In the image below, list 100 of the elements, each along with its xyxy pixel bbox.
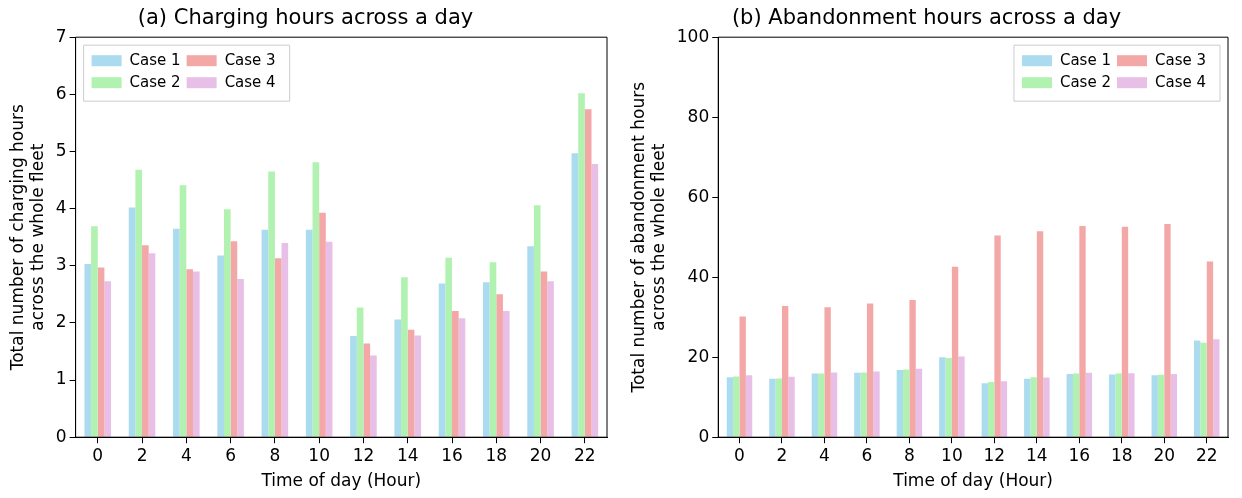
- bar: [726, 377, 734, 437]
- x-tick-label: 8: [269, 444, 281, 465]
- bar: [173, 228, 180, 437]
- bar: [223, 209, 231, 437]
- x-tick-label: 2: [776, 444, 788, 465]
- x-tick-label: 2: [136, 444, 148, 465]
- bar: [1066, 374, 1073, 437]
- bar: [502, 310, 510, 437]
- bar: [873, 371, 880, 437]
- bar: [261, 229, 269, 437]
- x-tick-label: 6: [225, 444, 237, 465]
- bar: [578, 93, 585, 437]
- y-tick-label: 7: [55, 25, 67, 46]
- bar: [1115, 373, 1122, 437]
- x-tick-label: 18: [1110, 444, 1133, 465]
- x-tick-label: 14: [396, 444, 419, 465]
- y-tick-label: 20: [687, 345, 710, 366]
- bar: [1151, 375, 1158, 437]
- bar: [458, 318, 466, 437]
- x-tick-label: 22: [574, 444, 596, 465]
- bar: [1206, 261, 1214, 437]
- bar: [1036, 231, 1044, 437]
- bar: [489, 262, 497, 437]
- bar: [179, 185, 187, 437]
- bar: [533, 205, 541, 437]
- x-tick-label: 4: [819, 444, 830, 465]
- x-tick-label: 14: [1026, 444, 1048, 465]
- x-axis-title: Time of day (Hour): [260, 470, 422, 491]
- y-axis-title: Total number of charging hours across the whole fleet: [6, 103, 48, 372]
- bar: [394, 319, 402, 437]
- bar: [1072, 373, 1080, 437]
- x-tick-label: 0: [92, 444, 104, 465]
- x-tick-label: 12: [352, 444, 375, 465]
- bar: [230, 241, 238, 437]
- bar: [1079, 226, 1086, 437]
- bar: [824, 307, 831, 437]
- bar: [584, 109, 592, 437]
- bar: [769, 378, 776, 437]
- bar: [547, 281, 554, 437]
- bar: [909, 300, 916, 437]
- bar: [217, 255, 224, 437]
- bar: [860, 372, 867, 437]
- bar: [496, 294, 503, 437]
- bar: [818, 373, 825, 437]
- bar: [951, 266, 959, 437]
- bar: [186, 269, 193, 437]
- legend-label: Case 1: [129, 51, 181, 70]
- y-tick-label: 80: [687, 105, 710, 126]
- bar: [363, 343, 371, 437]
- bar: [1030, 377, 1037, 437]
- bar: [1200, 342, 1207, 437]
- bar: [945, 358, 952, 437]
- x-tick-label: 18: [485, 444, 508, 465]
- bar: [350, 336, 357, 437]
- y-tick-label: 0: [698, 425, 710, 446]
- x-tick-label: 0: [734, 444, 745, 465]
- bar: [268, 171, 275, 437]
- bar: [1109, 374, 1116, 437]
- bar: [97, 267, 105, 437]
- y-axis-title: Total number of abandonment hours across the whole fleet: [627, 81, 669, 394]
- bar: [1085, 372, 1093, 437]
- x-axis-title: Time of day (Hour): [892, 470, 1053, 491]
- bar: [830, 372, 838, 437]
- y-tick-label: 1: [55, 368, 67, 389]
- x-tick-label: 10: [308, 444, 330, 465]
- y-tick-label: 3: [55, 254, 67, 275]
- legend-label: Case 2: [129, 73, 181, 92]
- x-tick-label: 8: [903, 444, 915, 465]
- bar: [407, 329, 415, 437]
- x-tick-label: 6: [861, 444, 873, 465]
- bar: [781, 306, 789, 437]
- legend-label: Case 3: [224, 51, 276, 70]
- bar: [591, 164, 599, 437]
- bar: [1157, 374, 1165, 437]
- bar: [1000, 381, 1008, 437]
- bar: [192, 271, 200, 437]
- bar: [142, 245, 149, 437]
- x-tick-label: 20: [1153, 444, 1176, 465]
- bar: [1128, 373, 1135, 437]
- x-tick-label: 12: [983, 444, 1006, 465]
- bar: [445, 257, 453, 437]
- bar: [319, 212, 326, 437]
- bar: [571, 153, 579, 437]
- bar: [237, 278, 244, 437]
- bar: [135, 169, 143, 437]
- bar: [452, 310, 459, 437]
- bar: [84, 264, 92, 437]
- y-tick-label: 60: [687, 185, 710, 206]
- bar: [903, 369, 910, 437]
- bar: [987, 382, 995, 437]
- bar: [148, 253, 156, 437]
- legend-label: Case 4: [1154, 73, 1207, 92]
- y-tick-label: 0: [55, 425, 67, 446]
- bar: [527, 246, 534, 437]
- bar: [854, 372, 861, 437]
- bar: [733, 376, 740, 437]
- bar: [896, 370, 904, 437]
- x-tick-label: 20: [529, 444, 552, 465]
- bar: [1194, 340, 1201, 437]
- bar: [788, 376, 795, 437]
